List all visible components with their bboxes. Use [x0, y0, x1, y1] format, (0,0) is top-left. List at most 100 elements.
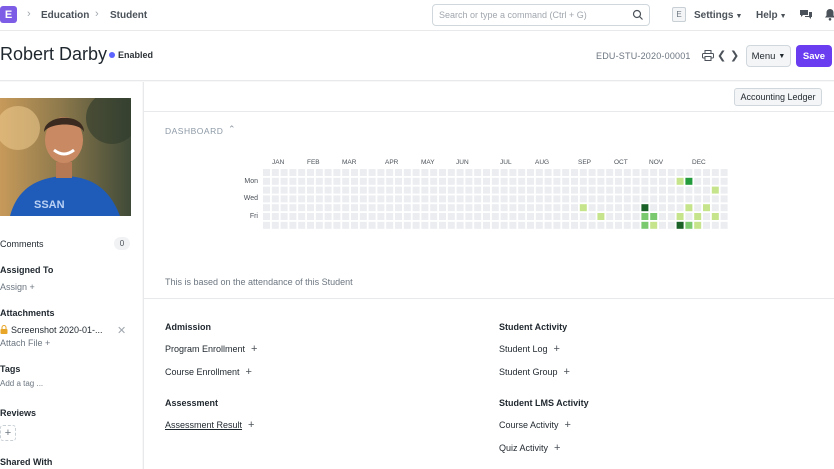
heatmap-cell[interactable]	[263, 221, 270, 229]
heatmap-cell[interactable]	[694, 204, 702, 212]
heatmap-cell[interactable]	[518, 186, 526, 194]
heatmap-cell[interactable]	[351, 195, 358, 203]
heatmap-cell[interactable]	[324, 195, 332, 203]
heatmap-cell[interactable]	[571, 177, 578, 185]
heatmap-cell[interactable]	[315, 204, 323, 212]
heatmap-cell[interactable]	[271, 195, 279, 203]
heatmap-cell[interactable]	[271, 204, 279, 212]
heatmap-cell[interactable]	[439, 169, 446, 176]
heatmap-cell[interactable]	[386, 204, 394, 212]
heatmap-cell[interactable]	[641, 221, 649, 229]
heatmap-cell[interactable]	[509, 221, 517, 229]
heatmap-cell[interactable]	[659, 195, 666, 203]
heatmap-cell[interactable]	[421, 195, 429, 203]
heatmap-cell[interactable]	[553, 195, 561, 203]
heatmap-cell[interactable]	[535, 221, 543, 229]
heatmap-cell[interactable]	[263, 169, 270, 176]
search-input[interactable]	[439, 8, 629, 22]
heatmap-cell[interactable]	[289, 177, 297, 185]
heatmap-cell[interactable]	[659, 221, 666, 229]
heatmap-cell[interactable]	[351, 177, 358, 185]
heatmap-cell[interactable]	[615, 177, 622, 185]
heatmap-cell[interactable]	[324, 221, 332, 229]
heatmap-cell[interactable]	[307, 221, 314, 229]
heatmap-cell[interactable]	[483, 177, 490, 185]
heatmap-cell[interactable]	[307, 186, 314, 194]
heatmap-cell[interactable]	[703, 169, 710, 176]
heatmap-cell[interactable]	[395, 213, 402, 220]
heatmap-cell[interactable]	[711, 169, 719, 176]
heatmap-cell[interactable]	[491, 204, 499, 212]
heatmap-cell[interactable]	[650, 169, 658, 176]
heatmap-cell[interactable]	[280, 221, 288, 229]
heatmap-cell[interactable]	[553, 204, 561, 212]
heatmap-cell[interactable]	[527, 177, 534, 185]
heatmap-cell[interactable]	[333, 195, 341, 203]
heatmap-cell[interactable]	[694, 195, 702, 203]
heatmap-cell[interactable]	[298, 186, 306, 194]
heatmap-cell[interactable]	[412, 213, 420, 220]
heatmap-cell[interactable]	[263, 177, 270, 185]
heatmap-cell[interactable]	[579, 186, 587, 194]
heatmap-cell[interactable]	[685, 186, 693, 194]
student-group-link[interactable]: Student Group +	[499, 366, 570, 378]
heatmap-cell[interactable]	[703, 186, 710, 194]
heatmap-cell[interactable]	[588, 177, 596, 185]
breadcrumb-student[interactable]: Student	[110, 10, 148, 21]
heatmap-cell[interactable]	[377, 177, 385, 185]
add-icon[interactable]: +	[248, 419, 255, 431]
heatmap-cell[interactable]	[615, 221, 622, 229]
heatmap-cell[interactable]	[421, 204, 429, 212]
heatmap-cell[interactable]	[597, 169, 605, 176]
heatmap-cell[interactable]	[720, 221, 728, 229]
accounting-ledger-button[interactable]: Accounting Ledger	[734, 88, 822, 106]
heatmap-cell[interactable]	[650, 204, 658, 212]
heatmap-cell[interactable]	[667, 204, 675, 212]
heatmap-cell[interactable]	[359, 177, 367, 185]
heatmap-cell[interactable]	[324, 204, 332, 212]
chat-icon[interactable]	[799, 9, 813, 21]
heatmap-cell[interactable]	[439, 204, 446, 212]
heatmap-cell[interactable]	[650, 177, 658, 185]
heatmap-cell[interactable]	[562, 221, 570, 229]
heatmap-cell[interactable]	[386, 186, 394, 194]
bell-icon[interactable]	[824, 8, 834, 21]
heatmap-cell[interactable]	[430, 213, 438, 220]
previous-doc-icon[interactable]: ❮	[717, 50, 727, 62]
heatmap-cell[interactable]	[500, 177, 508, 185]
heatmap-cell[interactable]	[342, 195, 350, 203]
heatmap-cell[interactable]	[597, 186, 605, 194]
course-enrollment-link[interactable]: Course Enrollment +	[165, 366, 252, 378]
heatmap-cell[interactable]	[333, 204, 341, 212]
heatmap-cell[interactable]	[377, 204, 385, 212]
heatmap-cell[interactable]	[641, 177, 649, 185]
heatmap-cell[interactable]	[535, 195, 543, 203]
heatmap-cell[interactable]	[553, 213, 561, 220]
heatmap-cell[interactable]	[491, 221, 499, 229]
heatmap-cell[interactable]	[579, 177, 587, 185]
heatmap-cell[interactable]	[535, 213, 543, 220]
remove-attachment-icon[interactable]: ✕	[117, 325, 127, 337]
heatmap-cell[interactable]	[711, 213, 719, 220]
heatmap-cell[interactable]	[271, 186, 279, 194]
chevron-up-icon[interactable]: ⌃	[228, 124, 236, 134]
heatmap-cell[interactable]	[359, 186, 367, 194]
heatmap-cell[interactable]	[544, 221, 552, 229]
heatmap-cell[interactable]	[456, 177, 464, 185]
heatmap-cell[interactable]	[711, 195, 719, 203]
assessment-result-link[interactable]: Assessment Result +	[165, 419, 254, 431]
heatmap-cell[interactable]	[342, 186, 350, 194]
heatmap-cell[interactable]	[386, 169, 394, 176]
heatmap-cell[interactable]	[553, 177, 561, 185]
settings-menu[interactable]: Settings ▼	[694, 10, 742, 21]
heatmap-cell[interactable]	[579, 221, 587, 229]
heatmap-cell[interactable]	[403, 186, 411, 194]
menu-button[interactable]: Menu ▼	[746, 45, 791, 67]
heatmap-cell[interactable]	[412, 169, 420, 176]
attach-file-link[interactable]: Attach File +	[0, 338, 51, 348]
heatmap-cell[interactable]	[588, 213, 596, 220]
heatmap-cell[interactable]	[430, 177, 438, 185]
heatmap-cell[interactable]	[315, 186, 323, 194]
heatmap-cell[interactable]	[307, 213, 314, 220]
heatmap-cell[interactable]	[632, 186, 640, 194]
